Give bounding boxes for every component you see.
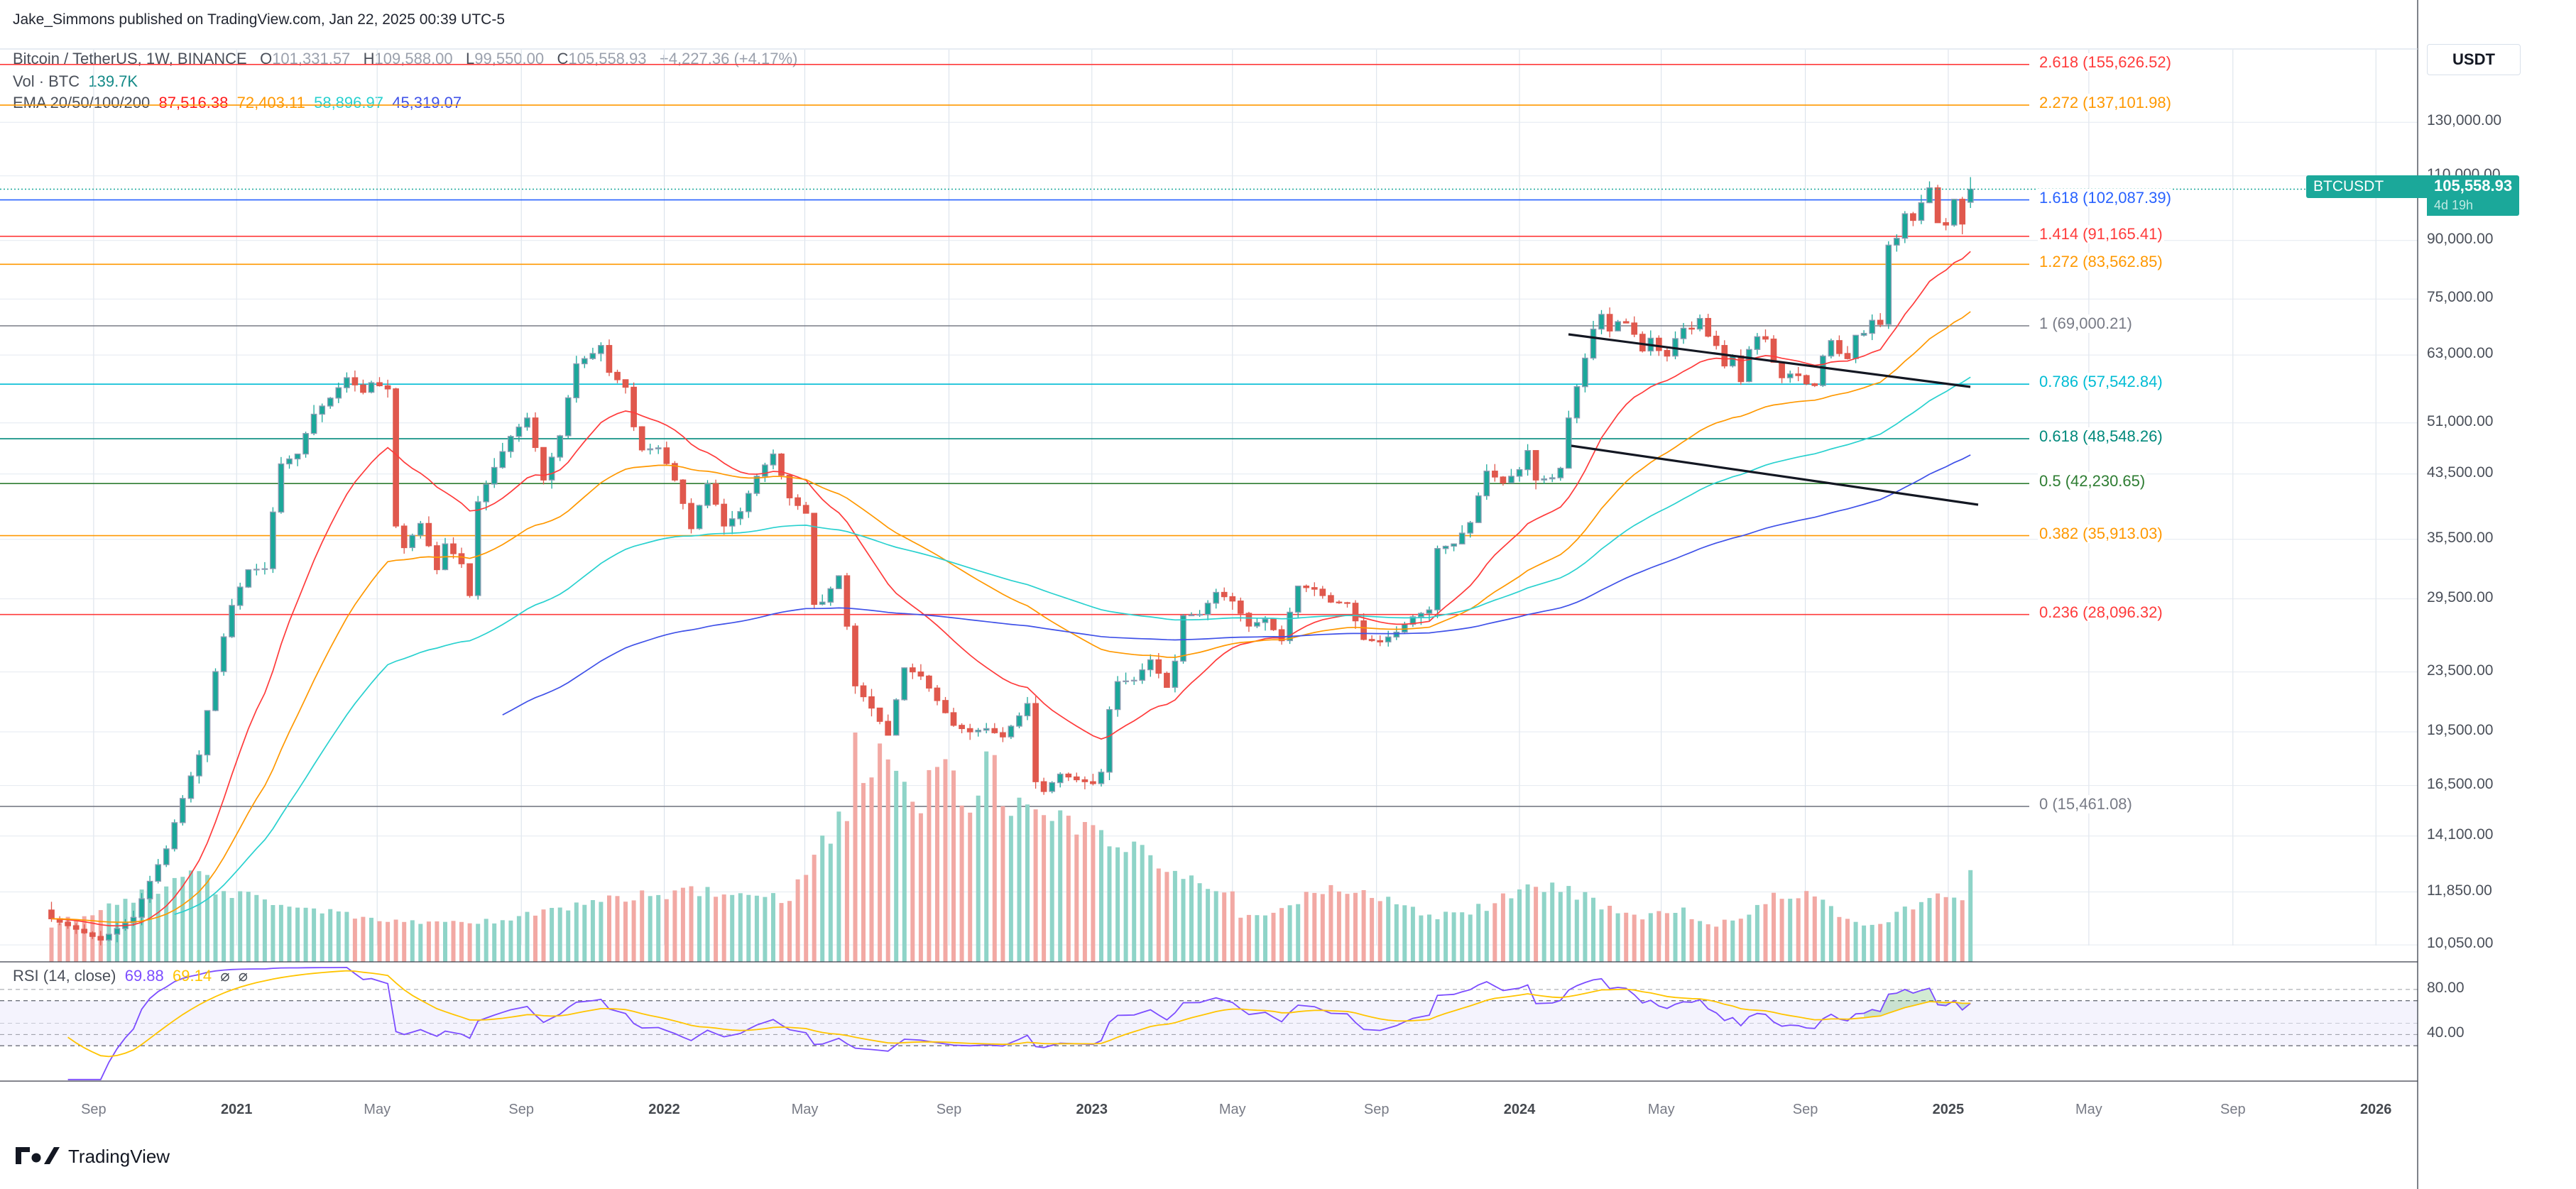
svg-text:TradingView: TradingView [68,1146,170,1167]
